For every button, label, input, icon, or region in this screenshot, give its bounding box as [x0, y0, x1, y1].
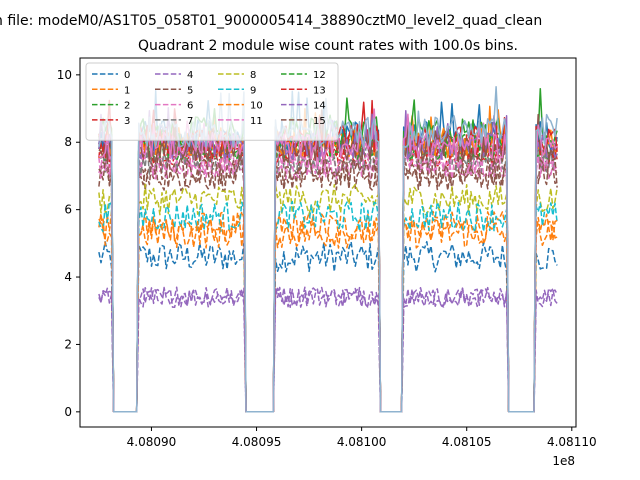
legend-label: 8: [250, 70, 256, 81]
series-line-15-dashed: [98, 156, 558, 413]
legend-label: 5: [187, 85, 193, 96]
series-line-14-dashed: [98, 286, 558, 413]
legend-label: 14: [313, 101, 326, 112]
series-line-8-dashed: [98, 183, 558, 413]
x-tick-label: 4.08105: [442, 435, 492, 449]
legend-label: 4: [187, 70, 193, 81]
chart-title: Quadrant 2 module wise count rates with …: [138, 38, 518, 54]
y-tick-label: 6: [64, 203, 72, 217]
x-tick-label: 4.08090: [127, 435, 177, 449]
legend-frame: [85, 62, 339, 141]
y-tick-label: 10: [57, 68, 72, 82]
plot-frame: [79, 57, 577, 428]
legend-label: 3: [124, 116, 130, 127]
series-line-10-dashed: [98, 217, 558, 413]
y-tick-label: 0: [64, 405, 72, 419]
x-tick-label: 4.08100: [337, 435, 387, 449]
x-tick-label: 4.08110: [547, 435, 597, 449]
axis-layer: 4.08090 4.08095 4.08100 4.08105 4.08110 0 2 4 6 8…: [57, 68, 597, 449]
legend-label: 15: [313, 116, 326, 127]
legend-label: 0: [124, 70, 130, 81]
x-tick-label: 4.08095: [232, 435, 282, 449]
y-tick-label: 8: [64, 135, 72, 149]
legend-label: 1: [124, 85, 130, 96]
series-line-7-dashed: [98, 143, 558, 413]
series-line-9-dashed: [98, 200, 558, 413]
series-line-11-dashed: [98, 151, 558, 413]
y-tick-label: 2: [64, 337, 72, 351]
legend-label: 10: [250, 101, 263, 112]
y-tick-label: 4: [64, 270, 72, 284]
legend-label: 7: [187, 116, 193, 127]
x-axis-offset-label: 1e8: [552, 454, 575, 468]
series-line-1-dashed: [98, 210, 558, 413]
figure-suptitle: n file: modeM0/AS1T05_058T01_9000005414_…: [0, 13, 542, 29]
legend-label: 12: [313, 70, 326, 81]
legend-label: 9: [250, 85, 256, 96]
legend-label: 13: [313, 85, 326, 96]
legend-label: 11: [250, 116, 263, 127]
series-line-0-dashed: [98, 240, 558, 413]
legend-label: 6: [187, 101, 193, 112]
legend-label: 2: [124, 101, 130, 112]
